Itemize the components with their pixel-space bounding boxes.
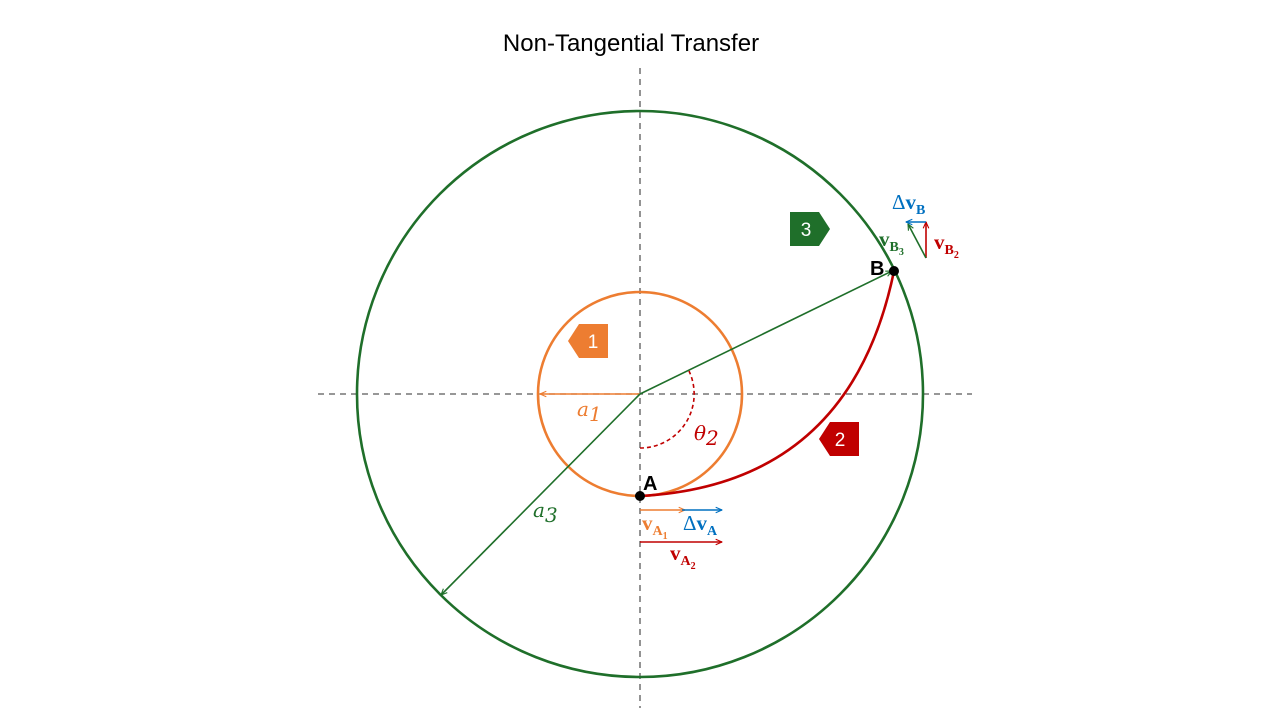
orbit-3-tag-label: 3 [801,220,812,241]
delta-v-a-label-symbol: v [697,511,708,535]
point-b-label: B [870,258,884,280]
velocity-a1-label-sub: A [653,524,664,539]
delta-v-a-label: ΔvA [683,511,718,539]
a3-label-symbol: a [533,498,545,522]
orbit-3-circle [355,109,925,679]
velocity-a1-label: vA1 [642,511,668,542]
a1-label-symbol: a [577,397,589,421]
radius-a3-arrow [441,393,641,595]
a3-label: a3 [533,498,558,527]
delta-v-b-label-sub: B [916,203,925,218]
delta-v-b-label: ΔvB [892,190,925,218]
delta-v-a-label-sub: A [707,524,718,539]
velocity-a2-label-subsub: 2 [691,561,696,572]
velocity-b3-arrow [907,224,927,259]
orbit-2-tag-label: 2 [835,430,846,451]
point-b-marker [889,266,899,276]
radius-to-b-line [639,270,892,395]
point-a-marker [635,491,645,501]
point-a-label: A [643,473,657,495]
delta-v-b-label-delta: Δ [892,190,906,214]
diagram-title: Non-Tangential Transfer [503,30,759,57]
velocity-a1-label-symbol: v [642,511,653,535]
velocity-b2-label-subsub: 2 [954,250,959,261]
theta2-label: θ2 [694,421,719,450]
velocity-a2-label-sub: A [681,554,692,569]
velocity-a2-label-symbol: v [670,541,681,565]
orbit-1-tag: 1 [568,324,608,358]
theta2-label-symbol: θ [694,421,706,445]
velocity-b3-label: vB3 [879,227,904,258]
velocity-b3-label-sub: B [890,240,899,255]
orbit-3-tag: 3 [790,212,830,246]
velocity-b2-label-symbol: v [934,230,945,254]
a3-label-sub: 3 [545,503,558,527]
orbit-2-tag: 2 [819,422,859,456]
velocity-a1-label-subsub: 1 [663,531,668,542]
a1-label-sub: 1 [589,402,602,426]
velocity-a2-label: vA2 [670,541,696,572]
a1-label: a1 [577,397,602,426]
theta2-label-sub: 2 [705,426,719,450]
velocity-b2-label-sub: B [945,243,954,258]
velocity-b2-label: vB2 [934,230,959,261]
orbit-1-tag-label: 1 [588,332,599,353]
delta-v-b-label-symbol: v [906,190,917,214]
velocity-b3-label-symbol: v [879,227,890,251]
velocity-b3-label-subsub: 3 [899,247,904,258]
delta-v-a-label-delta: Δ [683,511,697,535]
transfer-orbit-2-arc [639,270,896,498]
theta2-angle-arc [639,370,695,449]
